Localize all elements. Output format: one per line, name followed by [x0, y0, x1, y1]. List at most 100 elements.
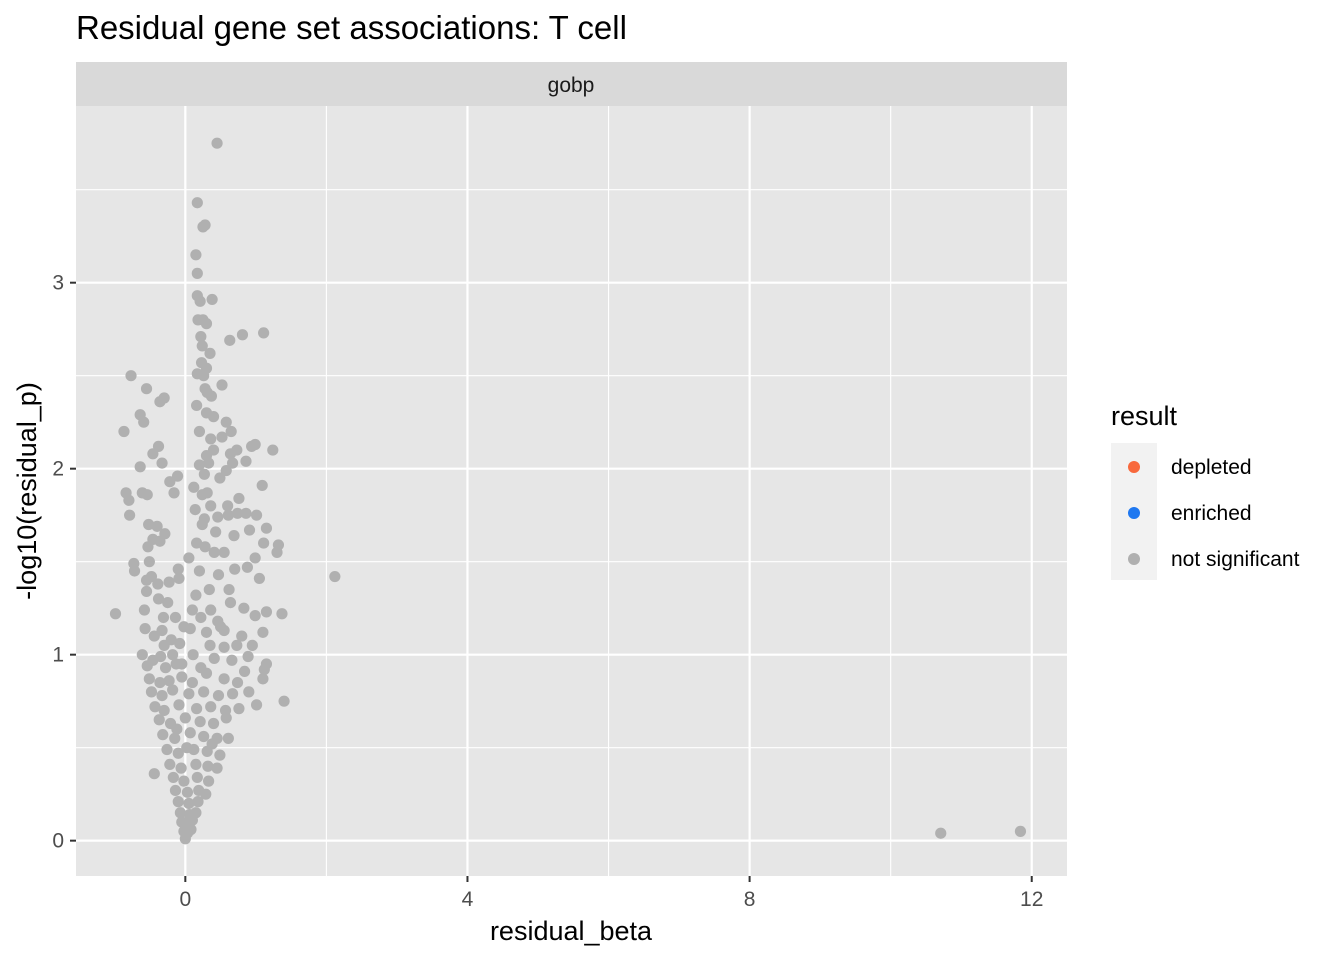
data-point — [233, 703, 245, 715]
data-point — [118, 425, 130, 438]
data-point — [240, 507, 252, 519]
data-point — [191, 399, 203, 412]
data-point — [183, 552, 195, 564]
data-point — [143, 518, 155, 531]
data-point — [169, 732, 181, 744]
data-point — [167, 684, 179, 696]
data-point — [154, 535, 166, 547]
data-point — [226, 457, 239, 469]
data-point — [207, 411, 220, 423]
legend-swatch — [1128, 461, 1140, 473]
data-point — [140, 574, 153, 586]
y-tick-label: 2 — [52, 458, 64, 481]
data-point — [193, 425, 206, 438]
data-point — [236, 329, 249, 341]
data-point — [195, 611, 207, 624]
legend-title: result — [1111, 401, 1178, 431]
data-point — [191, 771, 203, 784]
chart-title: Residual gene set associations: T cell — [76, 9, 627, 46]
data-point — [210, 526, 222, 538]
data-point — [243, 686, 255, 698]
y-axis: 0 1 2 3 — [52, 272, 76, 853]
data-point — [163, 576, 175, 588]
legend: result depleted enriched not significant — [1111, 401, 1300, 580]
data-point — [214, 749, 226, 761]
data-point — [226, 688, 239, 700]
legend-swatch — [1128, 553, 1140, 565]
data-point — [195, 331, 207, 343]
data-point — [207, 717, 220, 730]
data-point — [238, 665, 251, 678]
data-point — [173, 572, 185, 585]
x-tick-label: 12 — [1020, 888, 1043, 911]
data-point — [200, 788, 212, 800]
data-point — [158, 639, 170, 651]
data-point — [203, 457, 215, 469]
data-point — [278, 695, 290, 707]
data-point — [173, 699, 185, 711]
data-point — [148, 768, 160, 780]
data-point — [186, 814, 198, 826]
facet-strip-label: gobp — [548, 74, 595, 97]
data-point — [162, 596, 174, 609]
data-point — [204, 639, 216, 651]
data-point — [212, 569, 225, 581]
data-point — [141, 489, 153, 501]
data-point — [220, 416, 232, 428]
data-point — [193, 565, 206, 577]
data-point — [174, 637, 186, 650]
data-point — [134, 461, 146, 473]
data-point — [186, 676, 198, 689]
data-point — [156, 689, 168, 702]
data-point — [197, 221, 209, 233]
y-tick-label: 1 — [52, 644, 64, 667]
data-point — [176, 671, 188, 683]
data-point — [191, 537, 203, 549]
data-point — [196, 340, 208, 352]
y-tick-label: 0 — [52, 830, 64, 853]
data-point — [190, 589, 202, 601]
data-point — [190, 249, 202, 261]
data-point — [935, 827, 947, 839]
data-point — [257, 673, 269, 685]
data-point — [187, 649, 199, 661]
data-point — [202, 760, 214, 772]
data-point — [125, 370, 137, 382]
data-point — [267, 444, 279, 456]
data-point — [208, 546, 220, 558]
data-point — [220, 712, 232, 724]
data-point — [220, 464, 232, 477]
data-point — [149, 701, 161, 713]
data-point — [143, 556, 155, 568]
data-point — [214, 472, 226, 484]
data-point — [260, 522, 273, 534]
data-point — [249, 610, 261, 622]
data-point — [211, 137, 223, 149]
data-point — [184, 727, 196, 739]
data-point — [229, 563, 241, 575]
data-point — [329, 570, 341, 583]
data-point — [198, 370, 210, 382]
data-point — [205, 433, 217, 445]
data-point — [138, 604, 151, 616]
data-point — [178, 775, 190, 787]
data-point — [224, 334, 236, 346]
data-point — [152, 593, 165, 605]
data-point — [190, 758, 202, 771]
data-point — [216, 379, 228, 391]
data-point — [276, 608, 288, 620]
data-point — [207, 444, 220, 456]
data-point — [258, 663, 270, 676]
data-point — [246, 639, 258, 651]
legend-swatch — [1128, 507, 1140, 519]
data-point — [212, 689, 225, 702]
data-point — [238, 602, 250, 614]
data-point — [212, 511, 224, 523]
data-point — [241, 561, 253, 573]
data-point — [200, 626, 213, 638]
data-point — [139, 623, 151, 635]
data-point — [143, 673, 155, 685]
x-tick-label: 0 — [179, 888, 191, 911]
legend-label: depleted — [1171, 456, 1252, 479]
data-point — [140, 383, 153, 395]
